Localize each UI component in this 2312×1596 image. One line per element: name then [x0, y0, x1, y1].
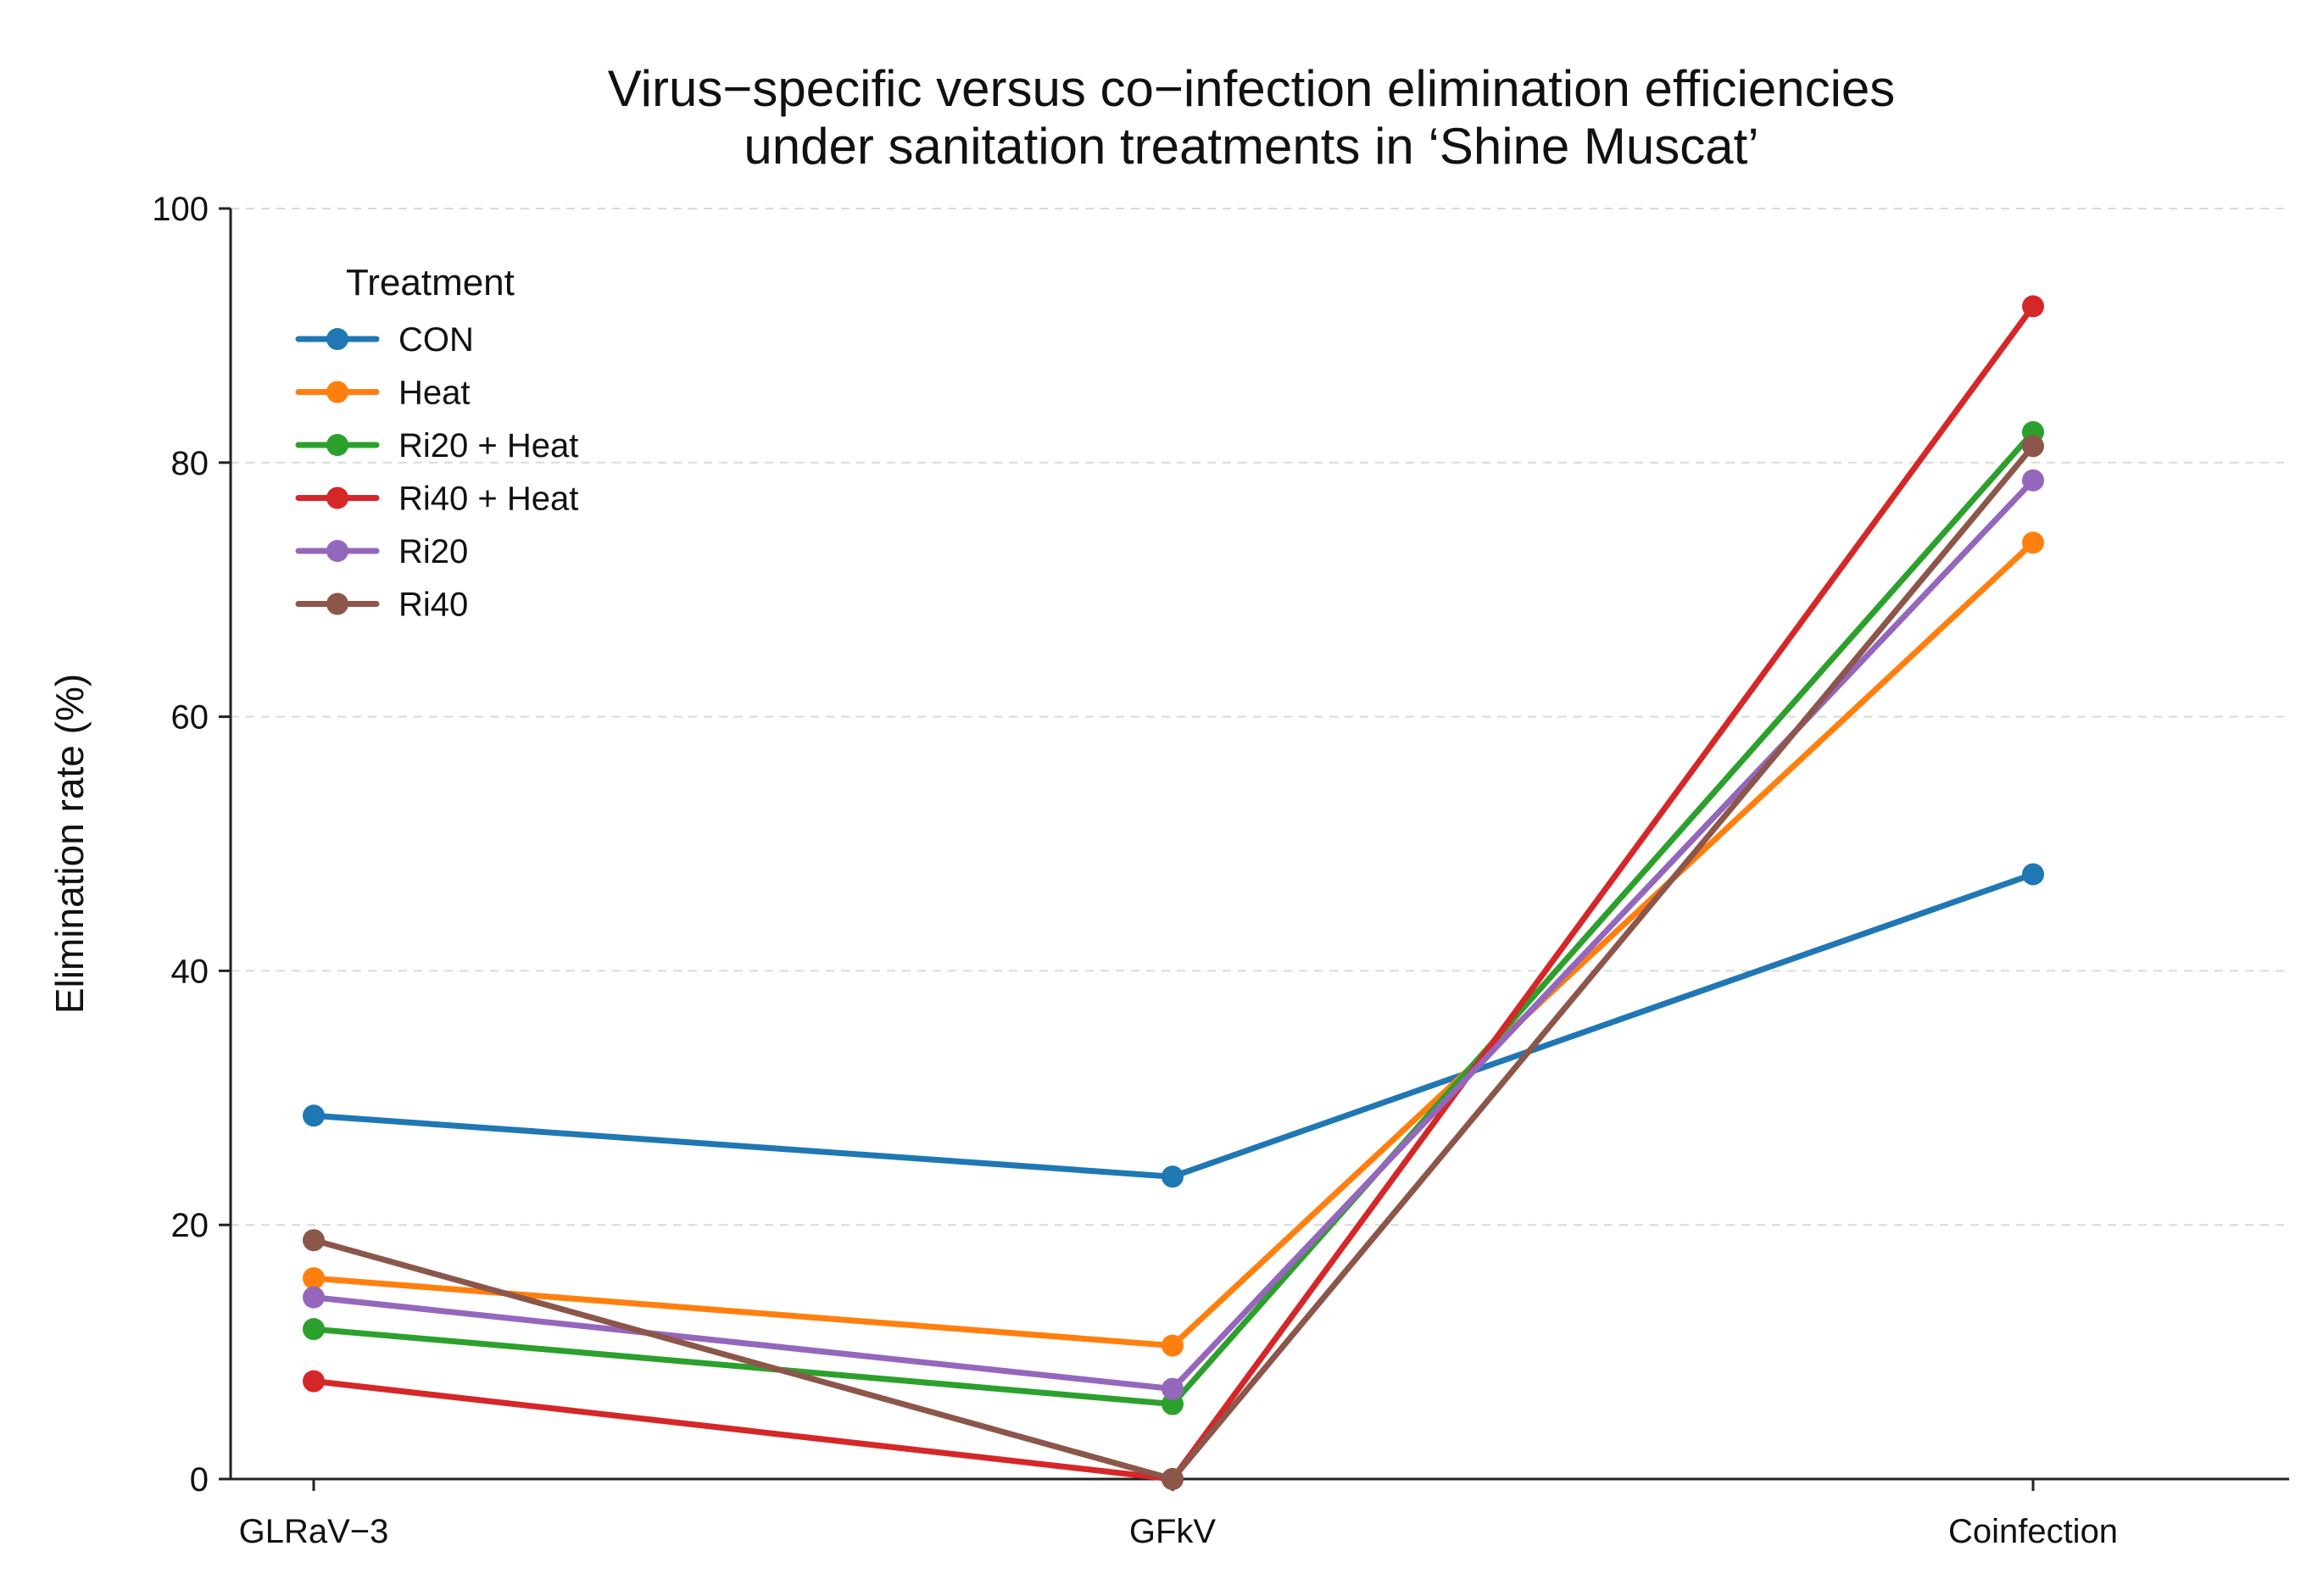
x-tick-label: GFkV [1129, 1513, 1217, 1550]
data-point[interactable] [303, 1318, 325, 1341]
x-tick-label: Coinfection [1948, 1513, 2118, 1550]
data-point[interactable] [2022, 469, 2044, 492]
chart-title-line-1: Virus−specific versus co−infection elimi… [608, 60, 1896, 117]
data-series [303, 295, 2044, 1490]
data-point[interactable] [303, 1229, 325, 1252]
series-line [310, 429, 2036, 1408]
data-point[interactable] [2022, 863, 2044, 886]
legend-label: Ri20 + Heat [398, 427, 578, 464]
data-point[interactable] [1162, 1393, 1184, 1415]
legend-item[interactable]: Ri20 + Heat [295, 427, 578, 464]
legend-label: Heat [398, 375, 471, 412]
data-point[interactable] [1162, 1165, 1184, 1188]
y-tick-label: 40 [171, 953, 209, 990]
series-ri20-heat [303, 420, 2044, 1415]
y-tick-label: 0 [190, 1461, 209, 1499]
legend-item[interactable]: Ri40 + Heat [295, 481, 578, 518]
series-ri40 [303, 435, 2044, 1490]
x-axis-ticks: GLRaV−3 GFkV Coinfection [239, 1479, 2118, 1550]
gridlines [231, 208, 2289, 1226]
legend-marker [326, 381, 348, 403]
legend-item[interactable]: Ri40 [295, 587, 468, 624]
chart-title-line-2: under sanitation treatments in ‘Shine Mu… [744, 118, 1758, 175]
chart-title: Virus−specific versus co−infection elimi… [608, 60, 1896, 175]
data-point[interactable] [303, 1104, 325, 1127]
series-heat [303, 531, 2044, 1357]
data-point[interactable] [2022, 295, 2044, 318]
legend-marker [326, 434, 348, 456]
y-tick-label: 80 [171, 445, 209, 482]
legend-item[interactable]: Heat [295, 375, 471, 412]
series-line [310, 870, 2036, 1180]
data-point[interactable] [303, 1370, 325, 1393]
legend[interactable]: Treatment CON Heat Ri20 + Heat Ri40 + Heat R… [295, 262, 578, 624]
legend-marker [326, 487, 348, 509]
legend-label: CON [398, 321, 474, 359]
legend-item[interactable]: Ri20 [295, 533, 468, 570]
y-tick-label: 60 [171, 699, 209, 737]
legend-label: Ri40 + Heat [398, 481, 578, 518]
y-axis-ticks: 0 20 40 60 80 100 [152, 191, 231, 1499]
data-point[interactable] [2022, 435, 2044, 458]
data-point[interactable] [303, 1286, 325, 1309]
x-tick-label: GLRaV−3 [239, 1513, 389, 1550]
y-axis-label: Elimination rate (%) [47, 674, 92, 1014]
y-tick-label: 100 [152, 191, 209, 228]
series-line [310, 477, 2036, 1393]
series-con [303, 863, 2044, 1188]
legend-item[interactable]: CON [295, 321, 474, 359]
data-point[interactable] [1162, 1377, 1184, 1400]
legend-title: Treatment [346, 262, 515, 303]
data-point[interactable] [303, 1267, 325, 1290]
legend-label: Ri40 [398, 587, 468, 624]
legend-marker [326, 328, 348, 350]
data-point[interactable] [2022, 531, 2044, 554]
legend-label: Ri20 [398, 533, 468, 570]
axes [229, 209, 2289, 1481]
data-point[interactable] [1162, 1468, 1184, 1490]
legend-marker [326, 540, 348, 562]
series-ri20 [303, 469, 2044, 1400]
y-tick-label: 20 [171, 1207, 209, 1244]
legend-marker [326, 592, 348, 615]
data-point[interactable] [1162, 1334, 1184, 1357]
